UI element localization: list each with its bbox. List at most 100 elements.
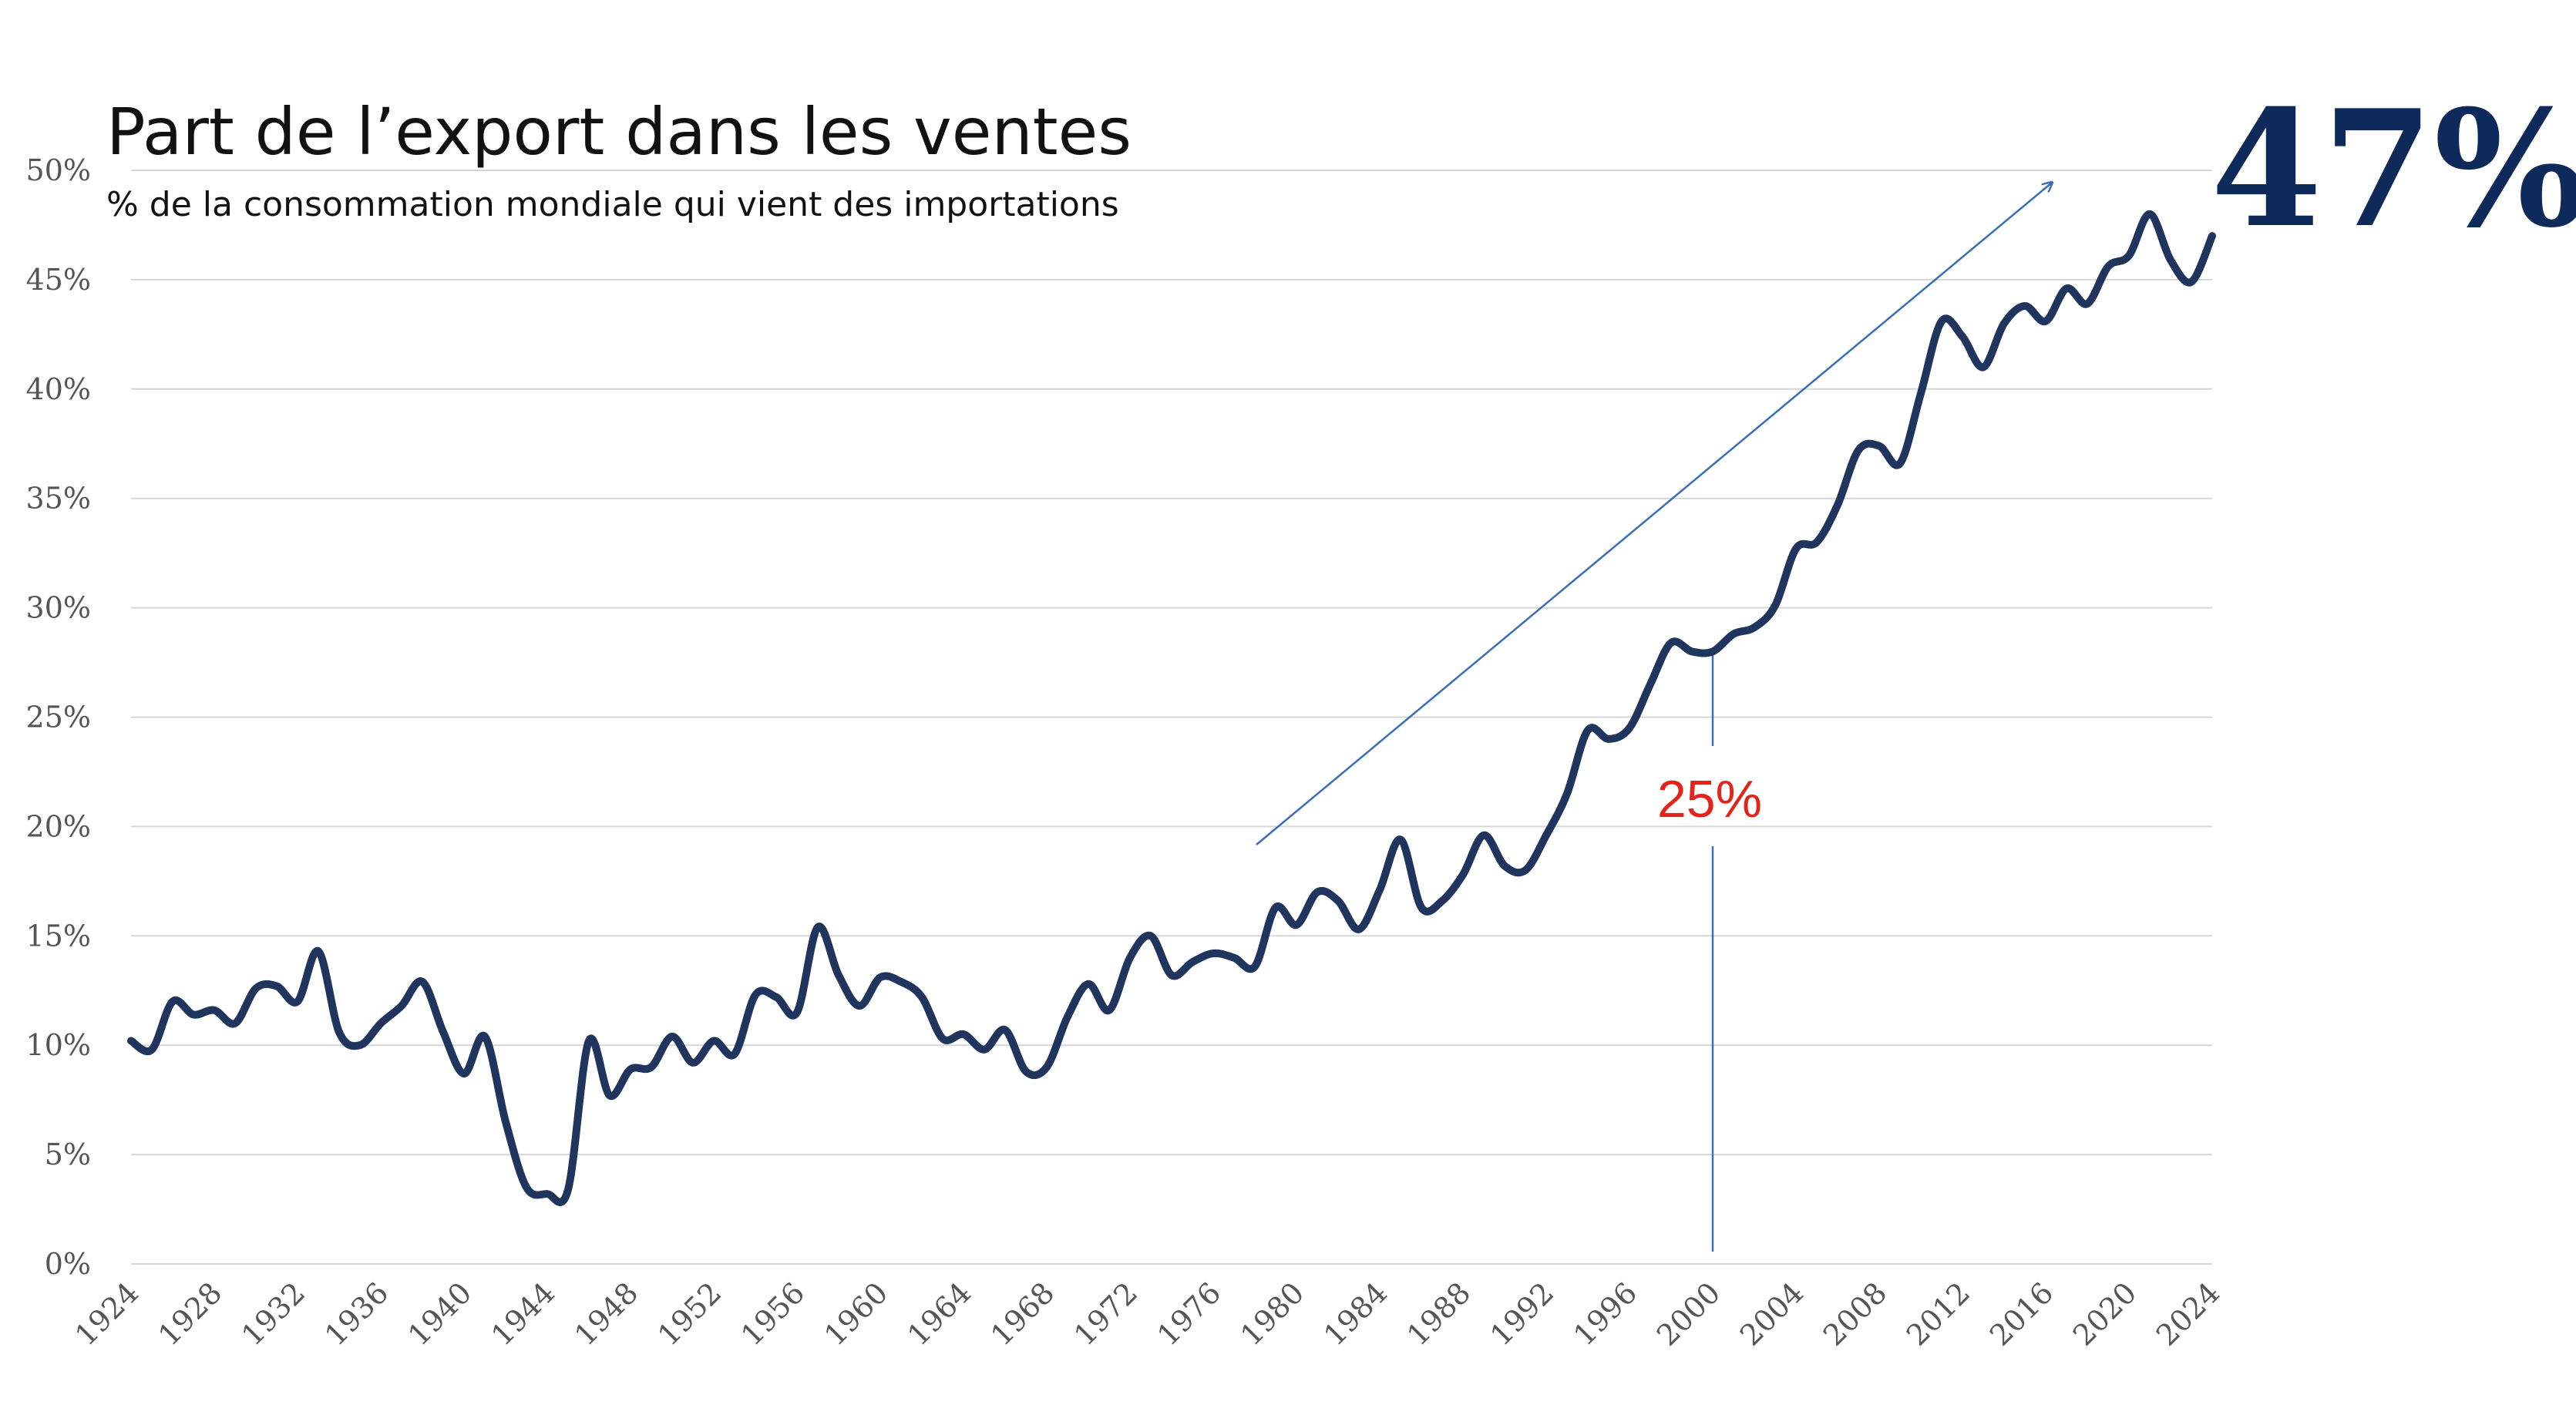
data-point — [276, 985, 277, 987]
x-tick-label: 1936 — [318, 1276, 395, 1353]
data-point — [859, 1005, 860, 1007]
x-tick-label: 2020 — [2067, 1276, 2144, 1353]
data-point — [2024, 304, 2026, 307]
data-point — [1317, 891, 1318, 893]
x-tick-label: 1928 — [152, 1276, 229, 1353]
data-point — [609, 1094, 610, 1097]
data-point — [838, 974, 839, 976]
data-point — [1899, 462, 1901, 465]
data-point — [2066, 287, 2067, 290]
y-tick-label: 30% — [26, 591, 91, 625]
data-point — [401, 1005, 402, 1007]
data-point — [1525, 869, 1526, 872]
data-point — [505, 1121, 506, 1123]
data-point — [526, 1186, 527, 1188]
x-tick-label: 1984 — [1317, 1276, 1394, 1353]
y-tick-label: 5% — [45, 1138, 91, 1171]
data-point — [1108, 1009, 1110, 1011]
data-point — [2170, 259, 2171, 261]
x-tick-label: 1968 — [984, 1276, 1061, 1353]
data-point — [1566, 792, 1568, 795]
data-point — [2003, 322, 2005, 324]
data-point — [1004, 1029, 1006, 1031]
data-point — [1025, 1070, 1027, 1073]
data-point — [1212, 953, 1214, 955]
marker-label-25: 25% — [1657, 770, 1762, 828]
data-point — [900, 980, 902, 983]
data-point — [2107, 265, 2109, 267]
x-tick-label: 2008 — [1817, 1276, 1894, 1353]
data-point — [1837, 504, 1838, 506]
data-point — [567, 1188, 569, 1191]
data-point — [1982, 366, 1984, 368]
data-point — [442, 1031, 444, 1034]
data-point — [796, 1011, 798, 1013]
data-point — [484, 1035, 486, 1037]
data-point — [463, 1073, 465, 1075]
data-point — [630, 1068, 631, 1070]
chart-subtitle: % de la consommation mondiale qui vient … — [106, 185, 1119, 224]
data-point — [1150, 935, 1152, 937]
x-tick-label: 1980 — [1234, 1276, 1311, 1353]
x-tick-label: 1992 — [1484, 1276, 1561, 1353]
data-point — [1962, 335, 1963, 338]
x-tick-label: 1972 — [1068, 1276, 1145, 1353]
data-point — [1587, 729, 1589, 731]
data-point — [734, 1053, 735, 1055]
data-point — [1067, 1016, 1068, 1018]
data-point — [879, 976, 881, 979]
data-point — [1545, 834, 1547, 836]
data-point — [1400, 839, 1401, 841]
data-point — [1941, 320, 1942, 322]
annotations: 25% — [1256, 183, 2052, 1252]
y-tick-label: 50% — [26, 153, 91, 187]
data-point — [1774, 604, 1776, 607]
data-point — [1358, 928, 1360, 930]
data-point — [1275, 906, 1276, 909]
data-point — [921, 996, 923, 998]
x-tick-label: 1964 — [901, 1276, 978, 1353]
data-point — [775, 996, 777, 998]
data-point — [318, 950, 319, 953]
x-tick-label: 1956 — [735, 1276, 812, 1353]
x-tick-label: 2004 — [1734, 1276, 1811, 1353]
data-point — [2149, 213, 2151, 215]
data-point — [713, 1040, 715, 1042]
x-tick-label: 1988 — [1401, 1276, 1478, 1353]
y-tick-label: 10% — [26, 1028, 91, 1062]
data-point — [1129, 956, 1131, 959]
x-tick-label: 1996 — [1567, 1276, 1644, 1353]
x-tick-label: 1952 — [651, 1276, 728, 1353]
data-point — [1816, 541, 1818, 543]
data-point — [1046, 1066, 1048, 1068]
data-point — [817, 926, 819, 928]
headline-value-47: 47% — [2211, 76, 2576, 264]
x-axis-ticks: 1924 1928 1932 1936 1940 1944 1948 1952 1956 1960… — [69, 1276, 2227, 1353]
data-point — [151, 1048, 153, 1050]
y-axis-ticks: 0% 5% 10% 15% 20% 25% 30% 35% 40% 45% 50% — [26, 153, 91, 1281]
x-tick-label: 1944 — [485, 1276, 562, 1353]
data-point — [338, 1031, 340, 1034]
data-point — [942, 1037, 943, 1040]
data-point — [2045, 320, 2046, 322]
data-point — [692, 1061, 694, 1064]
data-point — [1296, 924, 1297, 926]
data-point — [234, 1022, 236, 1024]
data-point — [1254, 966, 1256, 968]
x-tick-label: 2012 — [1900, 1276, 1977, 1353]
data-point — [651, 1066, 652, 1068]
data-point — [380, 1022, 382, 1024]
x-tick-label: 2024 — [2150, 1276, 2227, 1353]
data-point — [130, 1040, 132, 1042]
data-point — [2128, 254, 2130, 257]
data-point — [1441, 899, 1443, 902]
y-tick-label: 15% — [26, 919, 91, 953]
data-point — [1462, 873, 1464, 876]
chart-title: Part de l’export dans les ventes — [106, 94, 1132, 170]
trend-arrow — [1256, 183, 2052, 845]
data-point — [2087, 303, 2088, 305]
y-tick-label: 25% — [26, 701, 91, 734]
data-point — [297, 1000, 298, 1003]
data-point — [588, 1040, 590, 1042]
x-tick-label: 1932 — [235, 1276, 312, 1353]
